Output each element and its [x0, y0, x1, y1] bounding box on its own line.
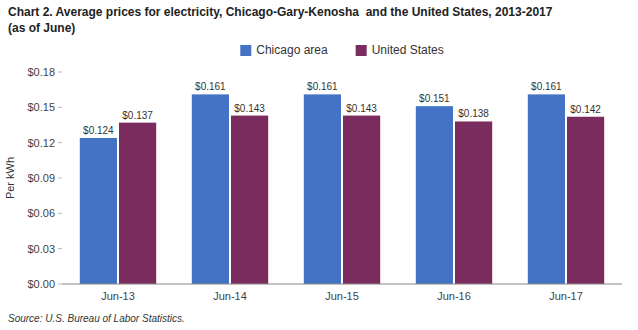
data-label: $0.138: [458, 108, 489, 119]
y-tick: [58, 178, 62, 179]
data-label: $0.161: [195, 81, 226, 92]
y-tick: [58, 142, 62, 143]
legend-swatch: [356, 45, 367, 56]
data-label: $0.143: [234, 103, 265, 114]
legend: Chicago area United States: [240, 43, 443, 57]
bar: [528, 94, 565, 284]
data-label: $0.137: [122, 110, 153, 121]
data-label: $0.142: [570, 104, 601, 115]
legend-label: United States: [372, 43, 444, 57]
y-tick: [58, 248, 62, 249]
y-tick: [58, 72, 62, 73]
chart: Chart 2. Average prices for electricity,…: [0, 0, 638, 330]
bar: [304, 94, 341, 284]
title: Chart 2. Average prices for electricity,…: [8, 5, 553, 19]
bars: [80, 94, 604, 284]
data-label: $0.161: [307, 81, 338, 92]
bar: [119, 123, 156, 284]
bar: [80, 138, 117, 284]
y-tick: [58, 213, 62, 214]
x-axis-line: [62, 284, 622, 285]
y-tick: [58, 107, 62, 108]
x-tick-label: Jun-14: [213, 290, 247, 302]
legend-swatch: [240, 45, 251, 56]
bar: [455, 121, 492, 284]
bar: [231, 116, 268, 284]
data-label: $0.151: [419, 93, 450, 104]
bar: [416, 106, 453, 284]
data-labels: $0.124 $0.161 $0.161 $0.151 $0.161 $0.137 $0.1…: [83, 81, 601, 136]
data-label: $0.143: [346, 103, 377, 114]
bar: [567, 117, 604, 284]
y-tick-label: $0.00: [27, 278, 55, 290]
legend-item: Chicago area: [240, 43, 328, 57]
y-tick-label: $0.15: [27, 101, 55, 113]
x-tick-label: Jun-13: [101, 290, 135, 302]
x-tick-label: Jun-15: [325, 290, 359, 302]
data-label: $0.161: [531, 81, 562, 92]
y-axis-label: Per kWh: [4, 157, 16, 199]
legend-item: United States: [356, 43, 444, 57]
y-tick-label: $0.06: [27, 207, 55, 219]
x-tick-label: Jun-16: [437, 290, 471, 302]
bar: [192, 94, 229, 284]
bar: [343, 116, 380, 284]
legend-label: Chicago area: [256, 43, 328, 57]
y-tick-label: $0.12: [27, 137, 55, 149]
y-tick-label: $0.09: [27, 172, 55, 184]
source: Source: U.S. Bureau of Labor Statistics.: [8, 313, 185, 324]
y-tick-label: $0.03: [27, 243, 55, 255]
data-label: $0.124: [83, 125, 114, 136]
y-tick-label: $0.18: [27, 66, 55, 78]
subtitle: (as of June): [8, 21, 75, 35]
x-tick-label: Jun-17: [549, 290, 583, 302]
y-tick: [58, 284, 62, 285]
